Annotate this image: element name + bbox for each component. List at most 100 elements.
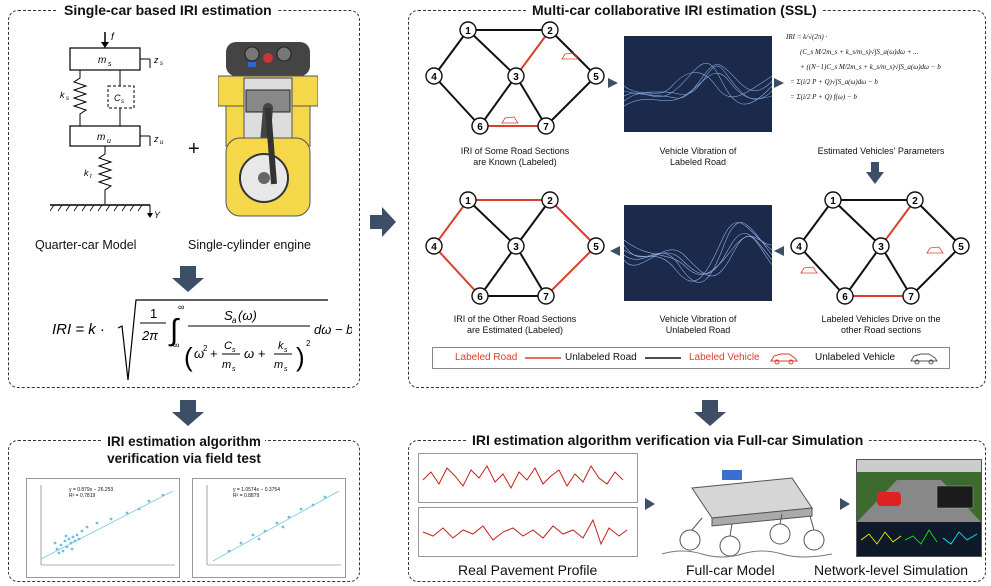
road-edge — [914, 199, 962, 247]
road-edge — [515, 245, 547, 297]
car-icon — [800, 266, 818, 274]
real-pavement-profile-label: Real Pavement Profile — [458, 562, 598, 578]
road-edge — [545, 75, 597, 127]
network-simulation-label: Network-level Simulation — [814, 562, 969, 578]
svg-text:): ) — [296, 342, 305, 372]
road-node-label: 7 — [908, 292, 914, 303]
right-arrow-icon — [840, 498, 850, 510]
road-node-label: 2 — [912, 196, 918, 207]
road-node — [902, 287, 920, 305]
svg-text:z: z — [153, 55, 159, 65]
road-edge — [549, 199, 597, 247]
svg-text:-∞: -∞ — [170, 340, 179, 350]
right-arrow-icon — [645, 498, 655, 510]
left-arrow-icon — [774, 246, 784, 256]
road-edge — [910, 245, 962, 297]
road-node-label: 3 — [513, 72, 519, 83]
pavement-profile-plot-2 — [418, 507, 638, 557]
down-arrow-icon — [694, 400, 726, 426]
svg-text:Y: Y — [154, 210, 161, 220]
car-icon — [926, 246, 944, 254]
road-edge — [545, 245, 597, 297]
road-edge — [515, 75, 547, 127]
legend-labeled-road: Labeled Road — [455, 352, 518, 363]
down-arrow-icon — [172, 400, 204, 426]
equation-line: + ((N−1)C_s M/2m_s + k_s/m_s)√∫S_a(ω)dω … — [800, 63, 941, 71]
caption-top-right: Estimated Vehicles' Parameters — [817, 146, 945, 156]
network-simulation-screenshot — [856, 459, 982, 557]
road-legend: Labeled Road Unlabeled Road Labeled Vehi… — [432, 347, 950, 369]
road-edge — [467, 199, 517, 247]
svg-text:C: C — [224, 340, 232, 352]
road-node — [459, 21, 477, 39]
road-node — [471, 117, 489, 135]
road-node — [541, 21, 559, 39]
full-car-title: IRI estimation algorithm verification vi… — [466, 432, 870, 448]
svg-text:m: m — [274, 359, 283, 371]
road-graph-labeled-known: 1 2 3 4 5 6 7 — [425, 21, 605, 135]
legend-unlabeled-road: Unlabeled Road — [565, 352, 637, 363]
road-node — [872, 237, 890, 255]
road-graph-labeled-vehicles: 1 2 3 4 5 6 7 — [790, 191, 970, 305]
quarter-car-diagram: f m s z s k s C s m u z u k t Y — [50, 32, 164, 220]
road-node — [459, 191, 477, 209]
svg-text:u: u — [107, 138, 111, 145]
equation-line: (C_s M/2m_s + k_s/m_s)√∫S_a(ω)dω + ... — [800, 48, 919, 56]
right-arrow-icon — [370, 207, 396, 237]
svg-text:+: + — [210, 346, 218, 361]
road-node-label: 1 — [465, 26, 471, 37]
plot1-r2: R² = 0.7819 — [69, 493, 96, 499]
car-icon — [770, 353, 798, 365]
svg-text:z: z — [153, 134, 159, 144]
road-node — [537, 287, 555, 305]
svg-text:u: u — [160, 140, 164, 146]
equation-line: = Σ(i/2 P + Q)√∫S_a(ω)dω − b — [790, 78, 878, 86]
svg-text:S: S — [224, 308, 233, 323]
road-node-label: 3 — [513, 242, 519, 253]
plot2-r2: R² = 0.8879 — [233, 493, 260, 499]
full-car-model-label: Full-car Model — [686, 562, 775, 578]
svg-text:a: a — [232, 316, 237, 325]
road-node — [425, 67, 443, 85]
road-node-label: 6 — [477, 292, 483, 303]
svg-text:ω: ω — [194, 346, 204, 361]
caption-bottom-mid: Vehicle Vibration of Unlabeled Road — [659, 314, 737, 335]
svg-text:ω +: ω + — [244, 346, 266, 361]
right-arrow-icon — [774, 78, 784, 88]
road-edge — [515, 199, 551, 247]
road-node — [471, 287, 489, 305]
field-test-title: IRI estimation algorithm verification vi… — [8, 433, 360, 467]
svg-text:(ω): (ω) — [238, 308, 257, 323]
svg-text:s: s — [160, 61, 163, 67]
down-arrow-icon — [172, 266, 204, 292]
road-node-label: 3 — [878, 242, 884, 253]
svg-text:k: k — [60, 90, 65, 100]
equation-line: = Σ(i/2 P + Q) f(ω) − b — [790, 93, 857, 101]
road-node-label: 6 — [477, 122, 483, 133]
field-test-plot-2: y = 1.0574x − 0.3754 R² = 0.8879 — [192, 478, 346, 578]
svg-text:s: s — [121, 99, 124, 105]
road-edge — [433, 29, 469, 77]
svg-text:t: t — [90, 174, 92, 180]
road-node-label: 2 — [547, 196, 553, 207]
legend-labeled-vehicle: Labeled Vehicle — [689, 352, 760, 363]
vibration-plot-labeled — [624, 36, 772, 132]
engine-diagram — [218, 42, 318, 217]
road-node — [507, 67, 525, 85]
svg-text:s: s — [232, 366, 236, 373]
pavement-profile-plot-1 — [418, 453, 638, 503]
legend-unlabeled-vehicle: Unlabeled Vehicle — [815, 352, 896, 363]
svg-text:s: s — [66, 96, 69, 102]
road-edge — [880, 245, 912, 297]
down-arrow-icon — [866, 162, 884, 184]
road-node-label: 4 — [431, 242, 437, 253]
svg-text:2: 2 — [203, 344, 208, 353]
svg-text:m: m — [222, 359, 231, 371]
road-edge — [433, 75, 481, 127]
road-node-label: 6 — [842, 292, 848, 303]
plus-sign: + — [188, 138, 200, 160]
road-node-label: 4 — [796, 242, 802, 253]
road-node-label: 5 — [958, 242, 964, 253]
svg-text:dω − b: dω − b — [314, 322, 352, 337]
road-node — [587, 67, 605, 85]
